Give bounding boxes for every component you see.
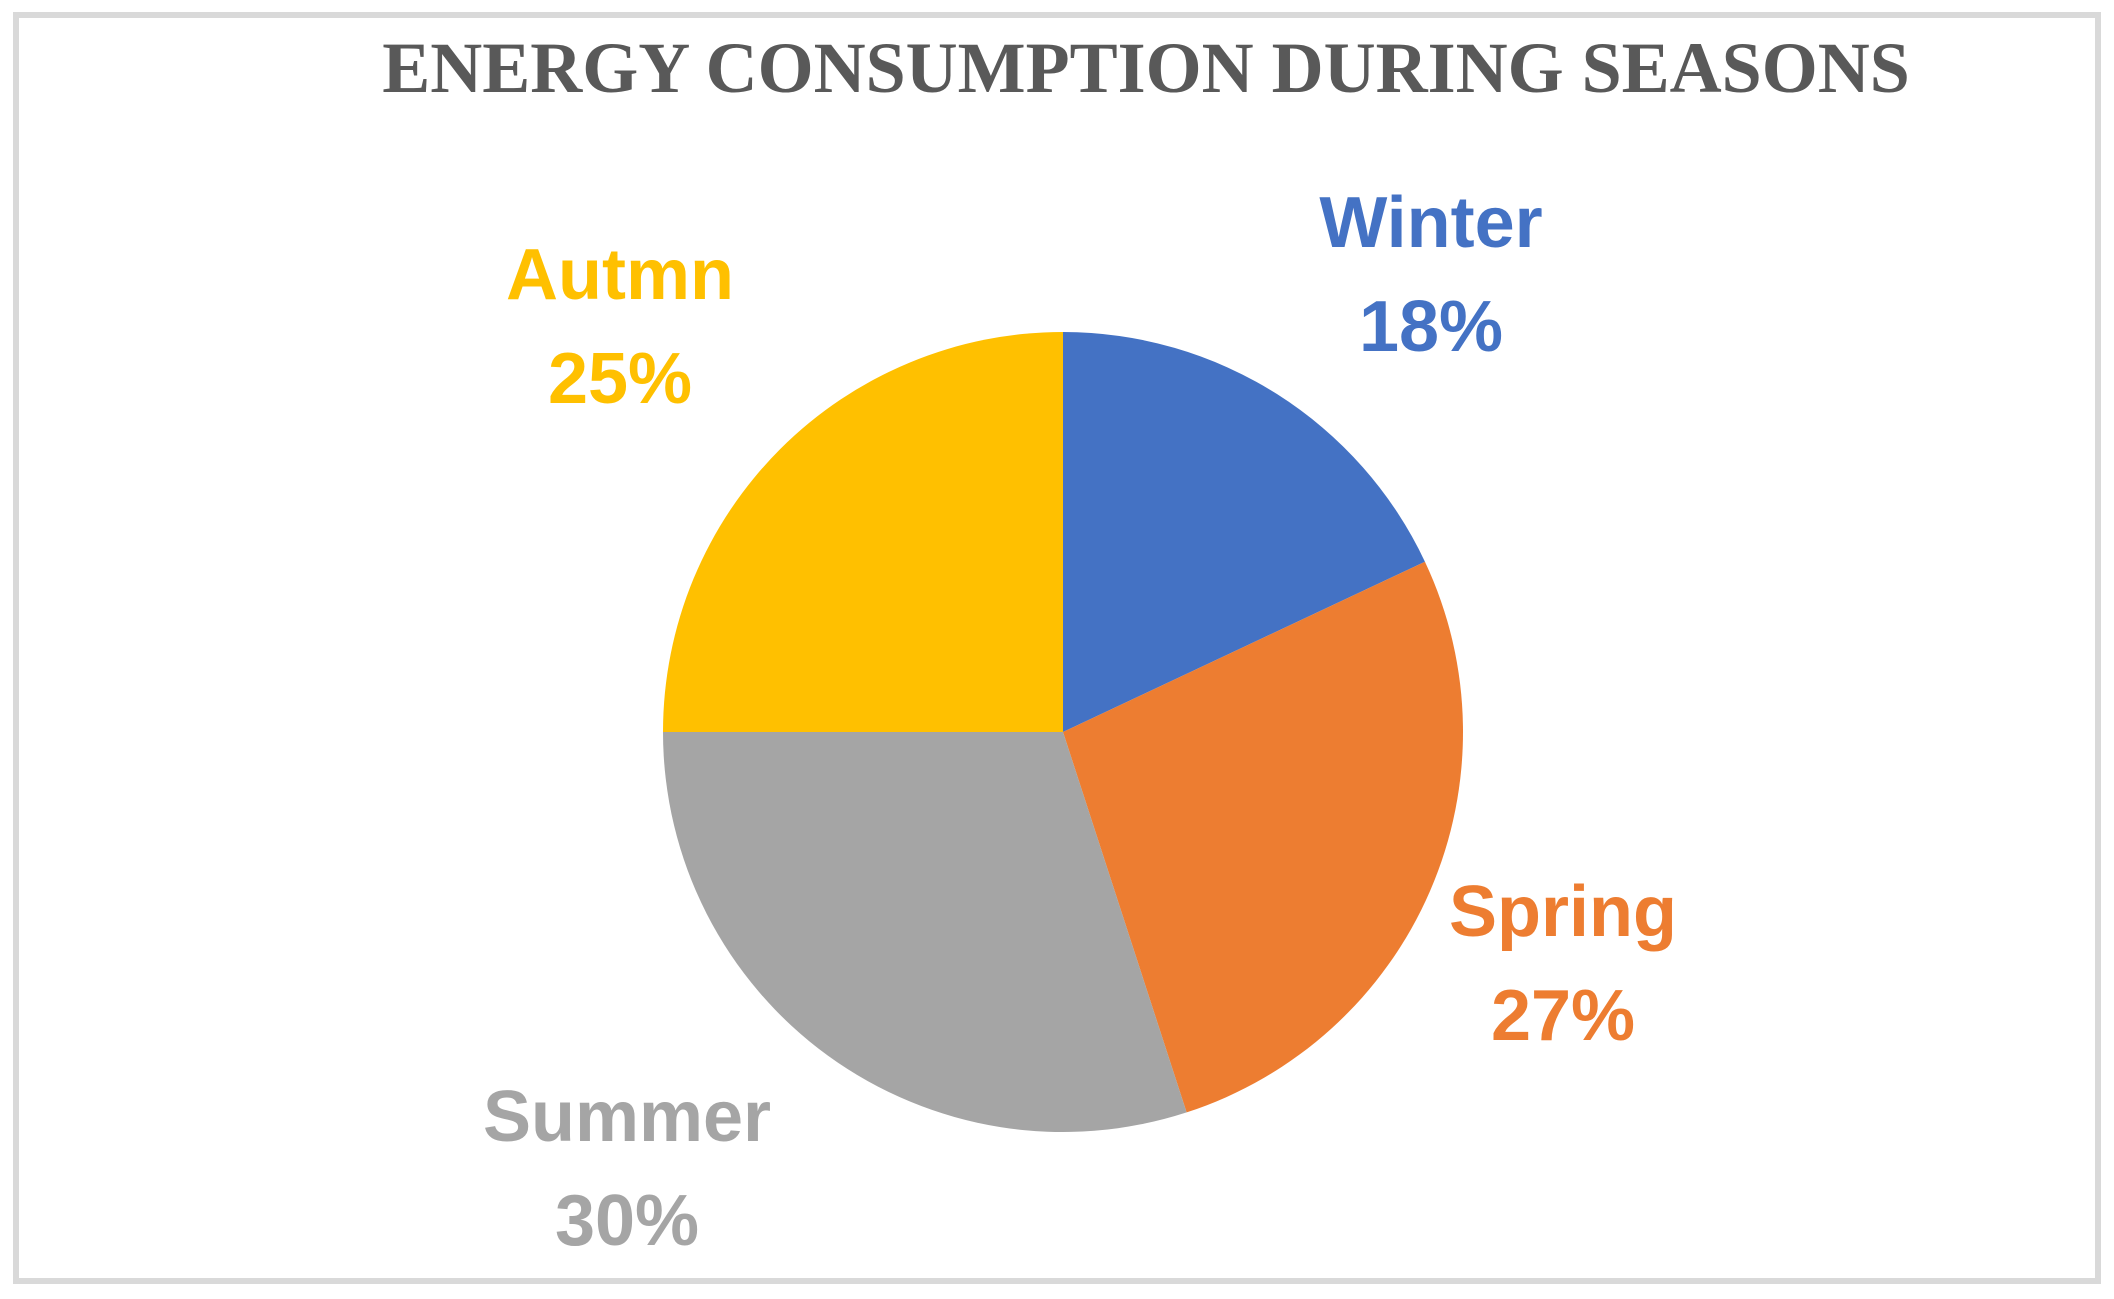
data-label-category: Winter (1319, 183, 1543, 263)
chart-title: ENERGY CONSUMPTION DURING SEASONS (382, 28, 1910, 108)
data-label-value: 18% (1358, 287, 1504, 368)
data-label-value: 25% (547, 339, 693, 420)
data-label-spring: Spring 27% (1449, 860, 1677, 1069)
pie-slice-winter[interactable] (1063, 332, 1425, 732)
data-label-autmn: Autmn 25% (506, 223, 734, 432)
data-label-value: 30% (554, 1181, 700, 1262)
data-label-category: Autmn (506, 235, 734, 315)
pie-slice-summer[interactable] (663, 732, 1187, 1132)
pie-slice-spring[interactable] (1063, 561, 1463, 1113)
pie-chart[interactable] (663, 332, 1463, 1132)
data-label-summer: Summer 30% (483, 1065, 771, 1274)
pie-slice-autmn[interactable] (663, 332, 1063, 732)
data-label-winter: Winter 18% (1319, 171, 1542, 380)
data-label-value: 27% (1490, 976, 1636, 1057)
data-label-category: Summer (482, 1077, 772, 1157)
data-label-category: Spring (1449, 872, 1677, 952)
